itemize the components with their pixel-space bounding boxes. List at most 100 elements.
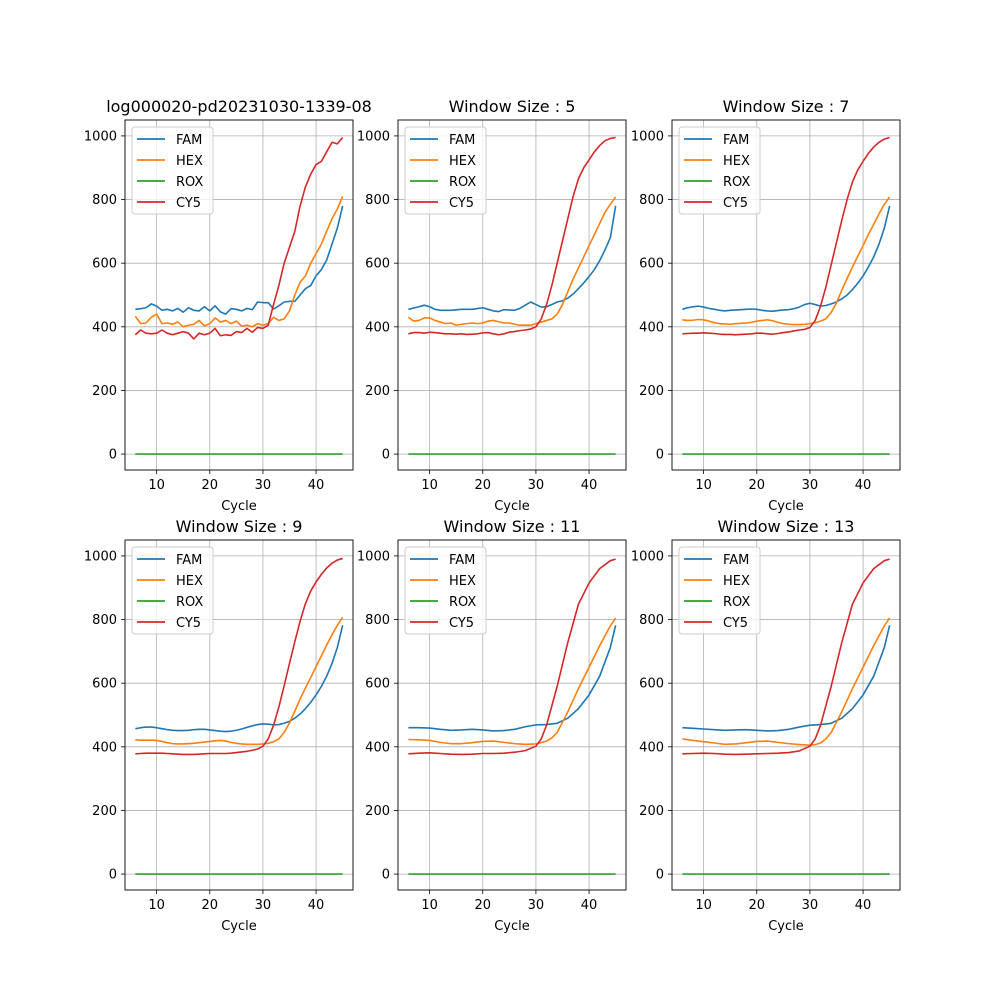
legend-label-hex: HEX xyxy=(723,574,750,589)
legend-label-rox: ROX xyxy=(723,175,750,190)
legend-label-cy5: CY5 xyxy=(176,616,201,631)
x-tick-label: 10 xyxy=(695,478,712,493)
y-tick-label: 1000 xyxy=(357,549,390,564)
legend-label-fam: FAM xyxy=(176,133,202,148)
legend-label-fam: FAM xyxy=(723,133,749,148)
legend: FAM HEX ROX CY5 xyxy=(679,547,760,634)
x-tick-label: 30 xyxy=(255,478,272,493)
legend-label-rox: ROX xyxy=(449,175,476,190)
x-tick-label: 30 xyxy=(528,898,545,913)
y-tick-label: 600 xyxy=(92,257,117,272)
x-tick-label: 10 xyxy=(421,898,438,913)
x-axis-label: Cycle xyxy=(221,499,257,514)
subplot-title: Window Size : 9 xyxy=(176,517,303,536)
y-tick-label: 1000 xyxy=(84,129,117,144)
legend-label-cy5: CY5 xyxy=(723,616,748,631)
y-tick-label: 0 xyxy=(109,448,117,463)
y-tick-label: 600 xyxy=(639,257,664,272)
y-tick-label: 1000 xyxy=(357,129,390,144)
x-tick-label: 30 xyxy=(528,478,545,493)
legend-label-hex: HEX xyxy=(176,154,203,169)
y-tick-label: 600 xyxy=(365,257,390,272)
y-tick-label: 200 xyxy=(639,384,664,399)
legend-label-fam: FAM xyxy=(449,553,475,568)
x-axis-label: Cycle xyxy=(221,919,257,934)
legend-label-hex: HEX xyxy=(176,574,203,589)
legend-label-rox: ROX xyxy=(449,595,476,610)
y-tick-label: 1000 xyxy=(631,549,664,564)
legend: FAM HEX ROX CY5 xyxy=(679,127,760,214)
x-tick-label: 20 xyxy=(748,898,765,913)
x-tick-label: 30 xyxy=(802,478,819,493)
x-tick-label: 40 xyxy=(581,478,598,493)
legend-label-rox: ROX xyxy=(723,595,750,610)
y-tick-label: 0 xyxy=(656,868,664,883)
subplot-title: Window Size : 7 xyxy=(723,97,850,116)
y-tick-label: 200 xyxy=(92,384,117,399)
x-axis-label: Cycle xyxy=(494,919,530,934)
x-tick-label: 30 xyxy=(255,898,272,913)
legend-label-fam: FAM xyxy=(176,553,202,568)
x-axis-label: Cycle xyxy=(768,499,804,514)
subplot-title: Window Size : 13 xyxy=(718,517,855,536)
y-tick-label: 400 xyxy=(92,320,117,335)
y-tick-label: 200 xyxy=(365,804,390,819)
x-tick-label: 40 xyxy=(581,898,598,913)
legend-label-hex: HEX xyxy=(449,154,476,169)
legend-label-hex: HEX xyxy=(723,154,750,169)
y-tick-label: 400 xyxy=(365,740,390,755)
x-tick-label: 10 xyxy=(421,478,438,493)
subplot-title: Window Size : 11 xyxy=(444,517,581,536)
legend: FAM HEX ROX CY5 xyxy=(405,547,486,634)
y-tick-label: 400 xyxy=(639,740,664,755)
x-tick-label: 20 xyxy=(474,898,491,913)
y-tick-label: 800 xyxy=(639,193,664,208)
x-tick-label: 30 xyxy=(802,898,819,913)
y-tick-label: 0 xyxy=(109,868,117,883)
legend: FAM HEX ROX CY5 xyxy=(132,547,213,634)
y-tick-label: 600 xyxy=(365,677,390,692)
y-tick-label: 800 xyxy=(92,193,117,208)
x-tick-label: 20 xyxy=(201,898,218,913)
legend-label-cy5: CY5 xyxy=(449,616,474,631)
x-axis-label: Cycle xyxy=(494,499,530,514)
y-tick-label: 1000 xyxy=(631,129,664,144)
x-tick-label: 10 xyxy=(148,898,165,913)
y-tick-label: 400 xyxy=(365,320,390,335)
x-tick-label: 40 xyxy=(308,478,325,493)
x-axis-label: Cycle xyxy=(768,919,804,934)
y-tick-label: 0 xyxy=(382,868,390,883)
y-tick-label: 400 xyxy=(639,320,664,335)
x-tick-label: 10 xyxy=(695,898,712,913)
legend: FAM HEX ROX CY5 xyxy=(132,127,213,214)
y-tick-label: 200 xyxy=(639,804,664,819)
legend-label-fam: FAM xyxy=(723,553,749,568)
y-tick-label: 1000 xyxy=(84,549,117,564)
legend-label-rox: ROX xyxy=(176,175,203,190)
y-tick-label: 800 xyxy=(365,193,390,208)
subplot-title: log000020-pd20231030-1339-08 xyxy=(106,97,372,116)
x-tick-label: 20 xyxy=(748,478,765,493)
subplot-title: Window Size : 5 xyxy=(449,97,576,116)
legend-label-cy5: CY5 xyxy=(449,196,474,211)
legend-label-hex: HEX xyxy=(449,574,476,589)
x-tick-label: 10 xyxy=(148,478,165,493)
legend-label-fam: FAM xyxy=(449,133,475,148)
legend-label-rox: ROX xyxy=(176,595,203,610)
x-tick-label: 40 xyxy=(855,478,872,493)
x-tick-label: 40 xyxy=(308,898,325,913)
y-tick-label: 800 xyxy=(639,613,664,628)
y-tick-label: 800 xyxy=(92,613,117,628)
y-tick-label: 0 xyxy=(382,448,390,463)
y-tick-label: 800 xyxy=(365,613,390,628)
y-tick-label: 200 xyxy=(92,804,117,819)
y-tick-label: 0 xyxy=(656,448,664,463)
legend-label-cy5: CY5 xyxy=(723,196,748,211)
x-tick-label: 20 xyxy=(201,478,218,493)
y-tick-label: 600 xyxy=(92,677,117,692)
x-tick-label: 40 xyxy=(855,898,872,913)
y-tick-label: 200 xyxy=(365,384,390,399)
legend: FAM HEX ROX CY5 xyxy=(405,127,486,214)
legend-label-cy5: CY5 xyxy=(176,196,201,211)
